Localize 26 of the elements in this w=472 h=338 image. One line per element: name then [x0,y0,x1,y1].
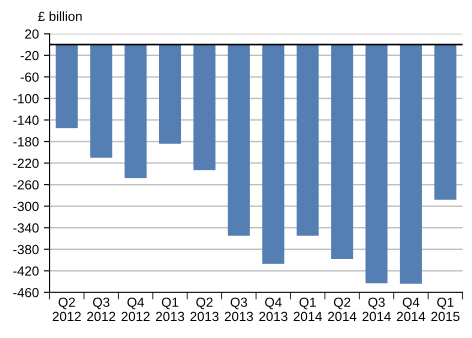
y-tick-label: -20 [20,50,39,60]
y-tick-label: -60 [20,72,39,82]
x-tick-label: Q4 2014 [396,298,426,322]
y-tick-label: -420 [13,266,39,276]
x-tick-label: Q3 2013 [224,298,253,322]
x-tick-label: Q2 2014 [328,298,356,322]
x-tick-label: Q2 2012 [52,298,81,322]
y-tick-label: -260 [13,180,39,190]
y-tick-label: -380 [13,244,39,254]
x-tick-label: Q3 2014 [362,298,391,322]
x-tick-label: Q4 2013 [259,298,288,322]
y-tick-label: -300 [13,202,39,212]
y-tick-label: -140 [13,116,39,125]
x-tick-label: Q4 2012 [122,298,150,322]
x-tick-label: Q1 2013 [156,298,184,322]
y-tick-label: -220 [13,158,39,168]
x-tick-label: Q3 2012 [87,298,116,322]
y-tick-label: 20 [25,29,39,39]
y-tick-label: -100 [13,94,39,104]
x-tick-label: Q2 2013 [190,298,219,322]
y-tick-label: -340 [13,223,39,233]
x-tick-label: Q1 2014 [294,298,322,322]
y-axis-title: £ billion [38,11,82,22]
y-tick-label: -460 [13,288,39,298]
x-tick-label: Q1 2015 [431,298,460,322]
y-tick-label: -180 [13,137,39,146]
